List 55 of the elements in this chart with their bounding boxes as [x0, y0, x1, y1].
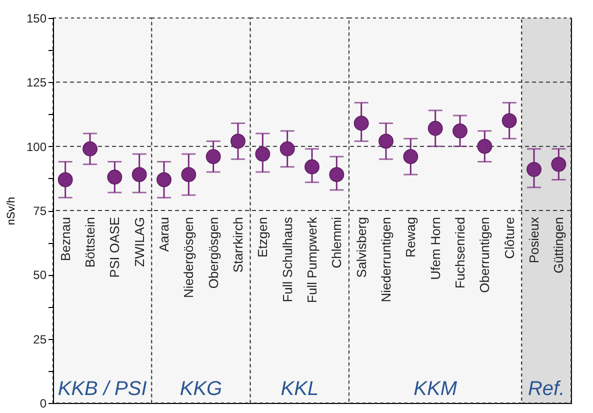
x-tick-label: Chlemmi [329, 216, 344, 268]
x-tick-label: Güttingen [551, 217, 566, 274]
point [280, 141, 295, 156]
band-label: Ref. [528, 378, 565, 400]
x-tick-label: Starrkirch [230, 217, 246, 273]
point [428, 120, 443, 136]
point [230, 134, 246, 149]
point [354, 116, 369, 131]
y-tick-label: 25 [33, 332, 47, 346]
y-tick-label: 75 [33, 204, 47, 218]
x-tick-label: Aarau [156, 217, 172, 252]
point [304, 159, 320, 174]
band-label: KKG [180, 378, 222, 400]
x-tick-label: Full Schulhaus [280, 216, 295, 302]
y-tick-label: 150 [26, 12, 47, 26]
y-tick-label: 125 [26, 76, 47, 90]
x-tick-label: Niedergösgen [181, 217, 196, 298]
x-tick-label: Rewag [403, 217, 418, 258]
point [58, 172, 73, 188]
x-tick-label: Niederruntigen [378, 217, 394, 302]
x-tick-label: Beznau [58, 217, 73, 262]
x-tick-label: Etzgen [255, 217, 270, 258]
point [156, 172, 172, 188]
point [82, 141, 98, 156]
point [403, 149, 418, 164]
y-tick-label: 50 [33, 268, 47, 282]
x-tick-label: Full Pumpwerk [304, 216, 320, 303]
x-tick-label: Oberruntigen [477, 217, 492, 293]
point [255, 146, 270, 162]
point [452, 123, 468, 138]
x-tick-label: ZWILAG [132, 217, 147, 267]
point [477, 138, 492, 154]
y-axis-title: nSv/h [5, 196, 18, 226]
band-label: KKB / PSI [58, 378, 148, 400]
point [378, 134, 394, 149]
y-tick-label: 100 [26, 140, 47, 154]
x-tick-label: Fuchsenried [452, 217, 468, 289]
x-tick-label: Clôture [502, 217, 517, 259]
band-label: KKL [280, 378, 319, 400]
point [107, 170, 122, 185]
point [502, 113, 517, 128]
point [206, 149, 221, 164]
x-tick-label: Salvisberg [354, 217, 369, 278]
point [132, 167, 147, 182]
x-tick-label: Obergösgen [206, 217, 221, 289]
y-tick-label: 0 [40, 396, 47, 410]
x-tick-label: PSI OASE [107, 216, 122, 278]
point [526, 162, 542, 177]
band-label: KKM [414, 378, 458, 400]
point [551, 156, 566, 172]
x-tick-label: Ufem Horn [428, 217, 443, 280]
point [181, 167, 196, 182]
x-tick-label: Posieux [526, 216, 542, 264]
x-tick-label: Böttstein [82, 217, 98, 268]
point [329, 167, 344, 182]
